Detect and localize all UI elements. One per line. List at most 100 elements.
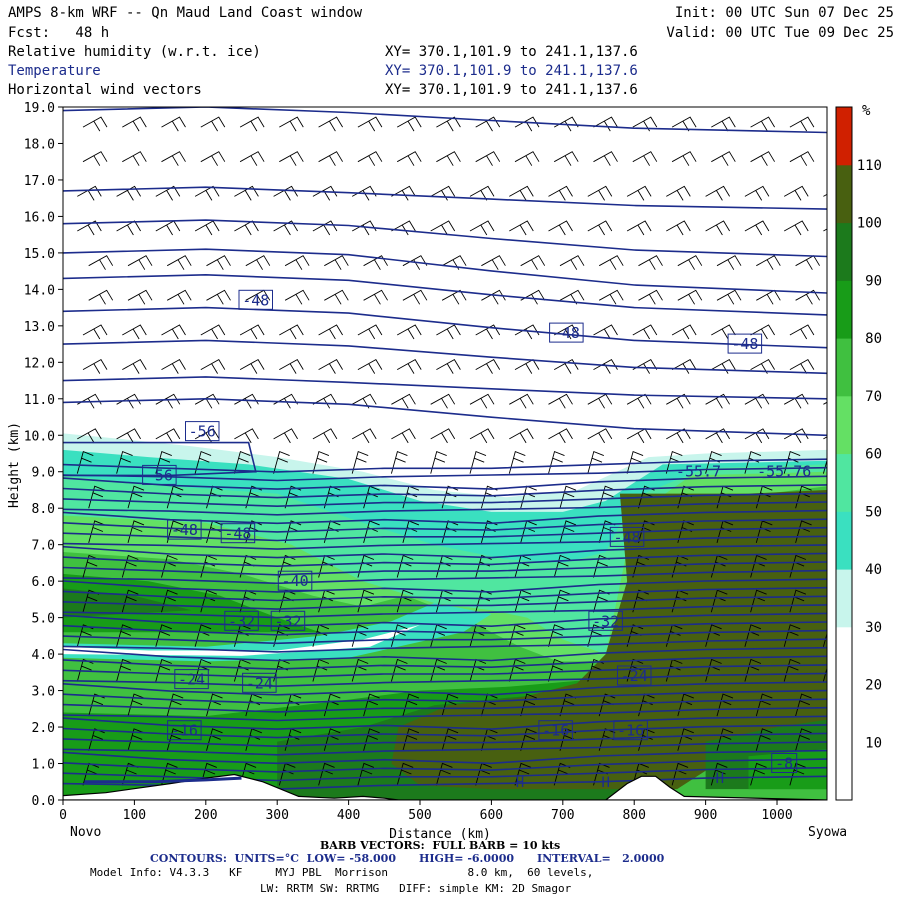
field-xy-wind: XY= 370.1,101.9 to 241.1,137.6 — [385, 82, 638, 98]
wind-barb-267 — [357, 324, 383, 340]
wind-barb-390 — [475, 116, 501, 132]
wind-barb-396 — [711, 116, 736, 132]
wind-barb-265 — [279, 324, 304, 340]
wind-barb-263 — [200, 324, 226, 340]
wind-barb-254 — [632, 358, 658, 374]
surface-contour — [84, 776, 242, 784]
wind-barb-204 — [234, 428, 259, 444]
x-tick-label: 300 — [265, 808, 288, 823]
wind-barb-241 — [122, 358, 147, 374]
temperature-contour-35 — [63, 552, 827, 568]
temperature-label-12: -32 — [270, 610, 306, 631]
temperature-contour-22 — [63, 664, 827, 679]
rh-region-13 — [63, 603, 492, 662]
wind-barb-20 — [88, 728, 105, 751]
wind-barb-201 — [116, 428, 141, 444]
temperature-contour-14 — [63, 732, 827, 748]
contour-labels: -48 -48 -48 -56 -56 -55.7 -55.76 -48 -48 -48 -40 -3… — [142, 289, 811, 791]
temperature-contour-46 — [63, 458, 827, 473]
wind-barb-228 — [391, 393, 416, 409]
temperature-contour-6 — [63, 339, 827, 375]
wind-barb-182 — [155, 450, 172, 474]
colorbar-tick-label: 100 — [857, 216, 882, 232]
wind-barb-338 — [783, 220, 809, 236]
wind-barb-207 — [351, 428, 377, 444]
wind-barb-206 — [312, 428, 338, 444]
wind-barb-316 — [716, 255, 742, 270]
wind-barb-260 — [82, 324, 108, 340]
colorbar-tick-label: 110 — [857, 158, 882, 174]
wind-barb-270 — [475, 324, 501, 340]
wind-barb-8 — [396, 762, 414, 786]
wind-barb-387 — [357, 116, 383, 132]
temperature-contour-29 — [63, 604, 827, 619]
wind-barb-248 — [396, 358, 422, 374]
wind-barb-331 — [509, 220, 534, 236]
wind-barb-274 — [632, 324, 658, 340]
temperature-contour-38 — [63, 526, 827, 542]
temperature-label-box — [167, 519, 202, 540]
temperature-label-text: -32 — [274, 612, 301, 630]
temperature-label-box — [538, 720, 573, 741]
field-label-temperature: Temperature — [8, 63, 101, 79]
temperature-contour-15 — [63, 724, 827, 739]
temperature-contour-41 — [63, 501, 827, 516]
wind-barb-313 — [598, 255, 624, 270]
wind-barb-22 — [166, 728, 184, 751]
wind-barb-312 — [559, 255, 585, 270]
temperature-contour-45 — [63, 466, 827, 482]
temperature-contour-31 — [63, 586, 827, 602]
wind-barb-234 — [626, 393, 652, 409]
valid-time: Valid: 00 UTC Tue 09 Dec 25 — [666, 25, 894, 41]
wind-barb-262 — [161, 324, 186, 340]
wind-barb-9 — [435, 762, 453, 786]
y-tick-label: 5.0 — [32, 612, 55, 627]
x-tick-label: 0 — [59, 808, 67, 823]
wind-barb-325 — [273, 220, 298, 236]
wind-barb-385 — [279, 116, 304, 132]
wind-barb-389 — [436, 116, 461, 132]
temperature-label-text: -16 — [171, 722, 198, 740]
wind-barb-314 — [638, 255, 663, 270]
wind-barb-223 — [194, 393, 220, 409]
wind-barb-184 — [233, 450, 251, 474]
field-label-rh: Relative humidity (w.r.t. ice) — [8, 44, 261, 60]
wind-barb-243 — [200, 358, 226, 374]
wind-barb-333 — [587, 220, 613, 236]
temperature-contour-26 — [63, 629, 827, 645]
wind-barb-236 — [705, 393, 730, 409]
temperature-label-17: -16 — [167, 720, 202, 741]
temperature-label-box — [617, 665, 652, 686]
temperature-label-15: -24 — [242, 672, 277, 693]
wind-barb-276 — [711, 324, 736, 340]
field-label-wind: Horizontal wind vectors — [8, 82, 202, 98]
wind-barb-194 — [626, 450, 644, 474]
colorbar-tick-label: 30 — [865, 620, 882, 636]
wind-barb-187 — [351, 450, 369, 474]
colorbar-segment-5 — [836, 453, 852, 512]
wind-barb-232 — [548, 393, 573, 409]
colorbar-tick-label: 20 — [865, 678, 882, 694]
x-endpoint-left: Novo — [70, 825, 101, 840]
temperature-contour-11 — [63, 758, 827, 773]
wind-barb-202 — [155, 428, 181, 444]
temperature-contour-3 — [63, 248, 827, 294]
wind-barb-199 — [822, 458, 827, 474]
temperature-contour-12 — [63, 749, 827, 765]
field-xy-rh: XY= 370.1,101.9 to 241.1,137.6 — [385, 44, 638, 60]
colorbar-segment-4 — [836, 511, 852, 570]
wind-barb-363 — [200, 151, 226, 166]
wind-barb-237 — [744, 393, 770, 409]
barb-legend: BARB VECTORS: FULL BARB = 10 kts — [320, 839, 561, 852]
wind-barb-256 — [711, 358, 736, 374]
wind-barb-383 — [200, 116, 226, 132]
wind-barb-356 — [705, 185, 730, 201]
wind-barb-21 — [127, 728, 145, 751]
wind-barb-354 — [626, 185, 652, 201]
temperature-label-text: -55.76 — [757, 463, 811, 481]
high-marker-2: H — [716, 771, 724, 787]
wind-barb-249 — [436, 358, 461, 374]
temperature-contour-0 — [63, 107, 827, 134]
wind-barb-378 — [789, 151, 815, 166]
wind-barb-210 — [469, 428, 495, 444]
